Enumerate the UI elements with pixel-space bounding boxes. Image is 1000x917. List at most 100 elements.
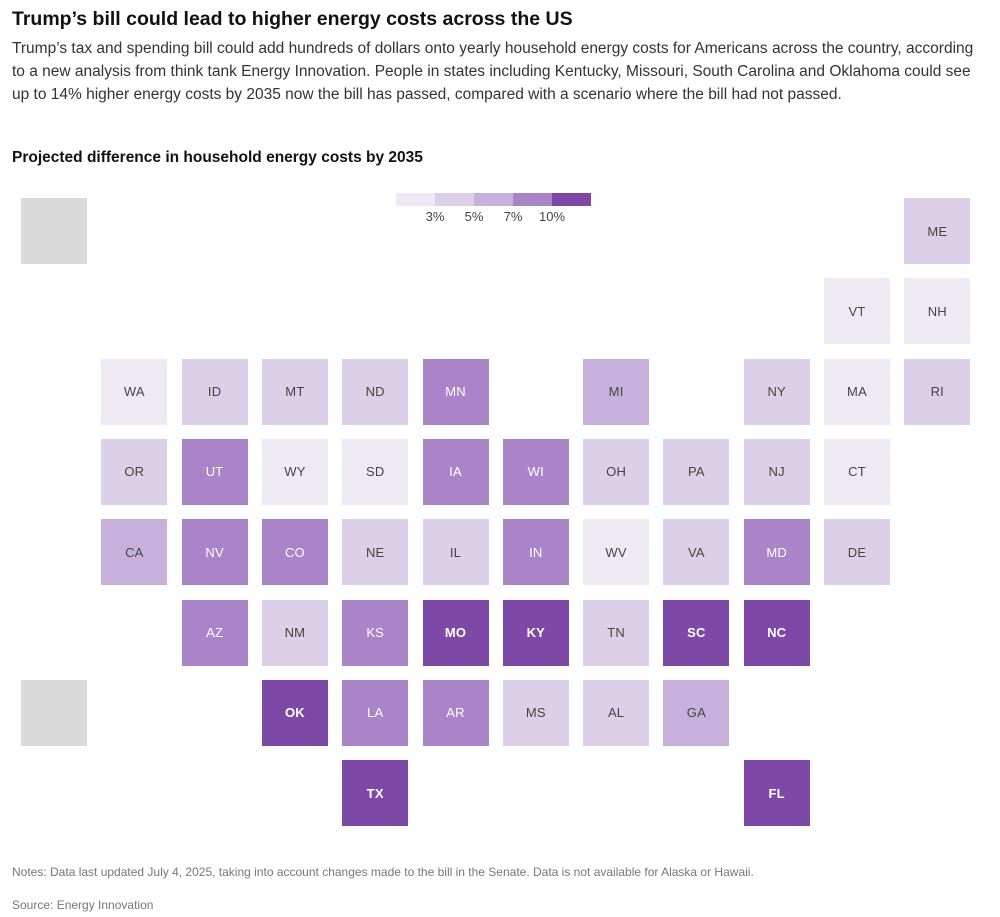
legend-tick-label: 5% [464, 209, 484, 224]
state-tile-wi[interactable]: WI [502, 438, 569, 505]
state-label: OR [124, 464, 145, 480]
state-label: MS [525, 705, 546, 721]
state-tile-il[interactable]: IL [422, 519, 489, 586]
state-label: KS [366, 625, 385, 640]
state-tile-nm[interactable]: NM [261, 599, 328, 666]
state-label: CT [848, 464, 866, 480]
state-tile-nh[interactable]: NH [904, 278, 971, 345]
state-tile-id[interactable]: ID [181, 358, 248, 425]
state-tile-ar[interactable]: AR [422, 679, 489, 746]
state-label: LA [367, 705, 384, 721]
state-tile-pa[interactable]: PA [663, 438, 730, 505]
state-label: MD [766, 544, 787, 560]
legend-tick-label: 7% [503, 209, 523, 224]
state-tile-ma[interactable]: MA [824, 358, 890, 425]
state-label: CA [125, 544, 144, 560]
legend-swatches [396, 193, 591, 206]
state-label: WA [123, 384, 145, 400]
state-tile-az[interactable]: AZ [181, 599, 248, 666]
chart-notes: Notes: Data last updated July 4, 2025, t… [12, 865, 754, 879]
legend-tick-label: 10% [538, 209, 566, 224]
state-label: AL [607, 705, 625, 721]
state-tile-la[interactable]: LA [342, 679, 409, 746]
state-tile-mn[interactable]: MN [422, 358, 489, 425]
state-tile-vt[interactable]: VT [824, 278, 890, 345]
state-label: MT [285, 384, 305, 400]
legend-swatch [435, 193, 474, 206]
state-tile-ca[interactable]: CA [101, 519, 168, 586]
state-label: MO [444, 625, 467, 640]
state-label: SD [365, 464, 385, 480]
state-tile-tn[interactable]: TN [583, 599, 650, 666]
state-tile-tx[interactable]: TX [342, 760, 409, 827]
state-tile-de[interactable]: DE [824, 519, 890, 586]
state-label: WI [527, 464, 544, 480]
state-tile-nv[interactable]: NV [181, 519, 248, 586]
state-label: OH [606, 464, 627, 480]
state-label: NH [927, 303, 947, 319]
state-label: NC [767, 625, 787, 640]
state-label: MI [608, 384, 624, 400]
state-label: IA [449, 464, 462, 480]
state-tile-nd[interactable]: ND [342, 358, 409, 425]
state-label: WY [284, 464, 306, 480]
state-tile-ms[interactable]: MS [502, 679, 569, 746]
state-label: TX [366, 785, 384, 801]
state-label: NY [767, 384, 786, 400]
state-label: NJ [768, 464, 785, 480]
state-label: NE [365, 544, 385, 560]
state-tile-ia[interactable]: IA [422, 438, 489, 505]
state-tile-oh[interactable]: OH [583, 438, 650, 505]
legend-swatch [552, 193, 591, 206]
chart-title: Trump’s bill could lead to higher energy… [12, 8, 573, 30]
state-label: VT [848, 303, 866, 319]
chart-measure-label: Projected difference in household energy… [12, 149, 423, 166]
state-label: ME [927, 223, 948, 239]
state-tile-fl[interactable]: FL [743, 760, 810, 827]
state-label: MA [847, 384, 867, 400]
state-label: IL [449, 544, 462, 560]
state-label: KY [526, 625, 546, 640]
state-label: ID [207, 384, 222, 400]
legend-swatch [474, 193, 513, 206]
state-label: PA [688, 464, 705, 480]
state-tile-sd[interactable]: SD [342, 438, 409, 505]
state-tile-ok[interactable]: OK [261, 679, 328, 746]
state-label: DE [847, 544, 867, 560]
state-label: FL [768, 785, 785, 801]
state-tile-ks[interactable]: KS [342, 599, 409, 666]
state-tile-or[interactable]: OR [101, 438, 168, 505]
state-label: UT [205, 464, 224, 480]
state-tile-co[interactable]: CO [261, 519, 328, 586]
state-tile-ky[interactable]: KY [502, 599, 569, 666]
state-tile-wa[interactable]: WA [101, 358, 168, 425]
state-tile-wy[interactable]: WY [261, 438, 328, 505]
state-label: VA [688, 544, 705, 560]
state-label: WV [605, 544, 627, 560]
state-tile-va[interactable]: VA [663, 519, 730, 586]
state-tile-mi[interactable]: MI [583, 358, 650, 425]
state-label: IN [529, 544, 543, 560]
state-label: OK [284, 705, 305, 721]
state-label: NM [284, 625, 306, 640]
state-tile-in[interactable]: IN [502, 519, 569, 586]
chart-source: Source: Energy Innovation [12, 898, 154, 912]
state-tile-nc[interactable]: NC [743, 599, 810, 666]
state-tile-mt[interactable]: MT [261, 358, 328, 425]
state-label: SC [687, 625, 706, 640]
state-tile-ga[interactable]: GA [663, 679, 730, 746]
state-tile-md[interactable]: MD [743, 519, 810, 586]
state-tile-mo[interactable]: MO [422, 599, 489, 666]
state-tile-nj[interactable]: NJ [743, 438, 810, 505]
state-tile-ut[interactable]: UT [181, 438, 248, 505]
state-tile-wv[interactable]: WV [583, 519, 650, 586]
state-tile-ct[interactable]: CT [824, 438, 890, 505]
state-tile-ri[interactable]: RI [904, 358, 971, 425]
state-tile-me[interactable]: ME [904, 198, 971, 264]
state-tile-ne[interactable]: NE [342, 519, 409, 586]
state-label: GA [686, 705, 706, 721]
state-tile-al[interactable]: AL [583, 679, 650, 746]
state-tile-sc[interactable]: SC [663, 599, 730, 666]
state-tile-ny[interactable]: NY [743, 358, 810, 425]
no-data-tile [21, 198, 87, 264]
